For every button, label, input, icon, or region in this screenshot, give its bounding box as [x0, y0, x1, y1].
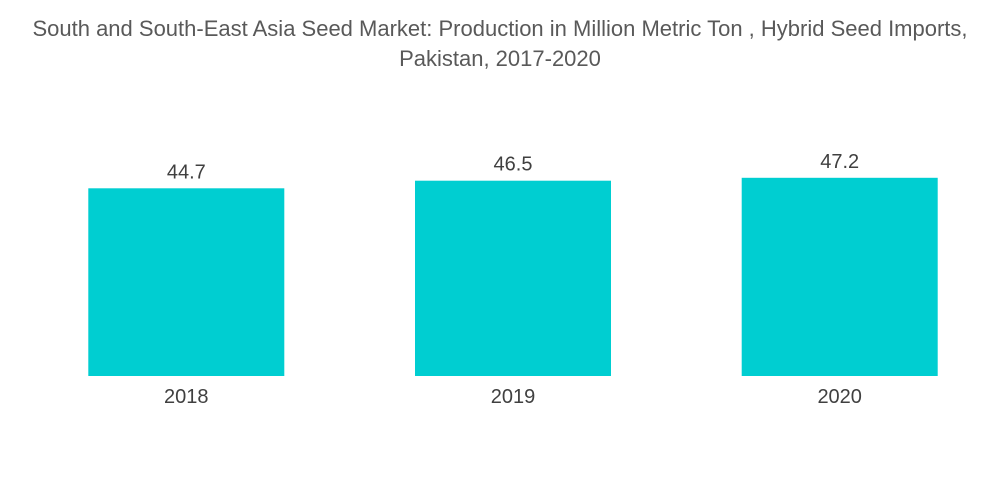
data-labels-layer: 44.7 46.5 47.2 — [167, 151, 859, 184]
x-tick-label-2019: 2019 — [491, 386, 536, 408]
data-label-2020: 47.2 — [820, 151, 859, 173]
data-label-2019: 46.5 — [494, 154, 533, 176]
bars-layer — [88, 177, 938, 376]
data-label-2018: 44.7 — [167, 161, 206, 183]
bar-2019 — [415, 180, 611, 376]
chart-title: South and South-East Asia Seed Market: P… — [32, 16, 968, 71]
bar-2020 — [741, 177, 938, 376]
x-tick-label-2020: 2020 — [817, 386, 862, 408]
bar-2018 — [88, 188, 285, 376]
x-axis-tick-labels: 2018 2019 2020 — [164, 386, 862, 408]
x-tick-label-2018: 2018 — [164, 386, 209, 408]
